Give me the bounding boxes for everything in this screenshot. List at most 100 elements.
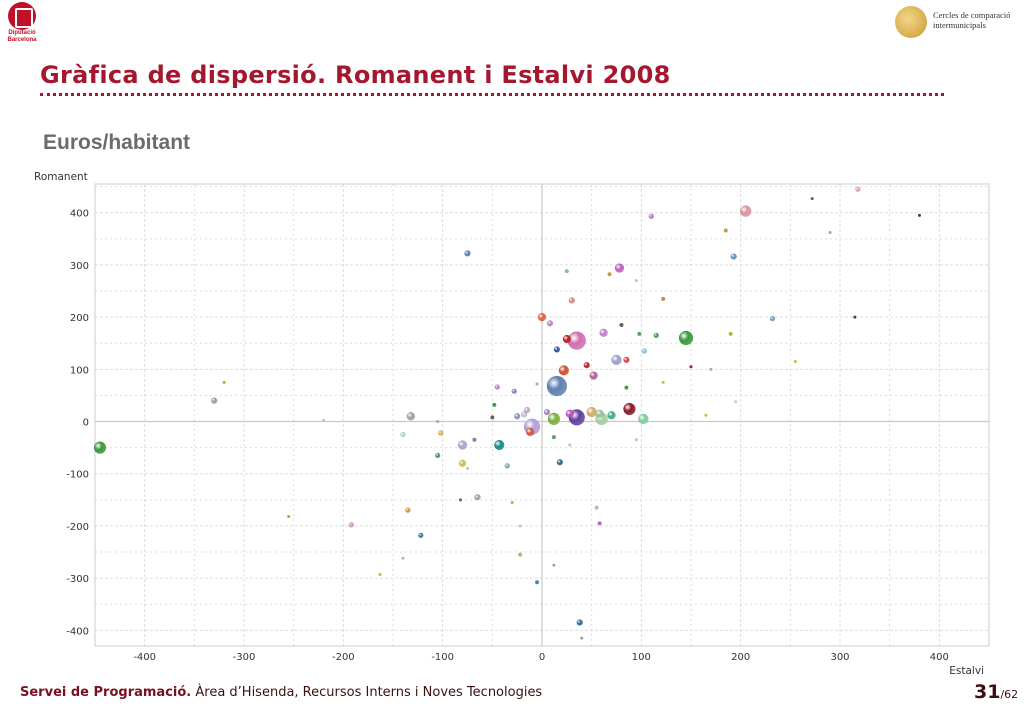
scatter-point: [730, 253, 737, 260]
x-axis-label: Estalvi: [949, 665, 984, 677]
scatter-point: [637, 331, 642, 336]
scatter-point: [494, 439, 505, 451]
scatter-point: [400, 431, 406, 438]
diputacio-barcelona-logo: Diputació Barcelona: [3, 2, 41, 50]
title-divider: [40, 93, 944, 96]
scatter-point: [434, 452, 441, 459]
scatter-point: [378, 572, 382, 576]
brand-line-1: Cercles de comparació: [933, 10, 1011, 20]
scatter-point: [855, 186, 861, 192]
scatter-point: [552, 563, 556, 567]
scatter-point: [576, 619, 583, 626]
scatter-point: [406, 412, 416, 421]
scatter-point: [623, 402, 636, 416]
scatter-point: [518, 552, 523, 557]
scatter-point: [619, 322, 624, 327]
scatter-point: [518, 524, 522, 528]
x-tick-label: 100: [632, 652, 651, 663]
scatter-point: [599, 328, 608, 338]
scatter-point: [321, 418, 325, 422]
y-tick-label: 400: [70, 209, 89, 220]
coat-of-arms-icon: [8, 2, 36, 30]
scatter-point: [348, 522, 355, 528]
scatter-point: [93, 441, 107, 454]
x-tick-label: 0: [539, 652, 545, 663]
scatter-point: [853, 315, 857, 319]
scatter-point: [472, 437, 477, 442]
scatter-point: [523, 406, 531, 414]
scatter-point: [589, 371, 598, 380]
y-tick-label: -300: [66, 574, 89, 585]
scatter-point: [558, 365, 570, 376]
y-axis-label: Romanent: [34, 171, 88, 183]
scatter-point: [562, 334, 572, 344]
scatter-point: [564, 269, 569, 274]
scatter-point: [556, 458, 564, 466]
scatter-point: [734, 400, 738, 404]
scatter-point: [546, 320, 554, 327]
scatter-point: [546, 375, 568, 397]
scatter-point: [535, 382, 539, 386]
scatter-point: [595, 409, 604, 418]
scatter-point: [568, 443, 572, 447]
scatter-point: [678, 330, 694, 346]
scatter-point: [728, 331, 733, 336]
scatter-point: [511, 388, 517, 394]
scatter-point: [543, 408, 551, 416]
scatter-point: [474, 493, 481, 501]
scatter-point: [494, 384, 501, 390]
scatter-point: [648, 213, 655, 220]
scatter-point: [210, 397, 218, 404]
scatter-point: [661, 380, 665, 384]
scatter-point: [565, 409, 575, 418]
x-tick-label: -200: [332, 652, 355, 663]
scatter-point: [614, 263, 625, 273]
scatter-point: [623, 356, 630, 364]
scatter-point: [436, 420, 440, 424]
scatter-point: [793, 359, 797, 363]
scatter-point: [418, 532, 424, 539]
scatter-chart: -400 -300 -200 -100 0 100 200 300 400 -400 -300 -20…: [34, 171, 990, 677]
scatter-point: [583, 361, 590, 369]
x-tick-label: 400: [930, 652, 949, 663]
scatter-point: [437, 430, 444, 436]
scatter-point: [709, 367, 713, 371]
y-tick-label: 0: [83, 418, 89, 429]
scatter-point: [769, 315, 776, 322]
scatter-point: [535, 580, 540, 585]
scatter-point: [607, 272, 612, 277]
x-tick-label: -300: [233, 652, 256, 663]
scatter-point: [611, 354, 622, 366]
page-total: /62: [1000, 688, 1019, 701]
scatter-point: [580, 636, 584, 640]
scatter-point: [547, 412, 561, 426]
y-tick-label: 200: [70, 313, 89, 324]
scatter-point: [537, 312, 547, 322]
brand-line-2: intermunicipals: [933, 20, 986, 30]
scatter-point: [597, 521, 602, 526]
x-tick-label: 200: [731, 652, 750, 663]
scatter-point: [490, 415, 495, 420]
y-tick-label: -200: [66, 522, 89, 533]
scatter-point: [458, 459, 467, 468]
scatter-point: [810, 197, 814, 201]
logo-line-1: Diputació: [8, 30, 36, 36]
scatter-point: [661, 296, 666, 301]
scatter-point: [520, 410, 528, 418]
scatter-point: [457, 440, 468, 450]
y-tick-label: -400: [66, 626, 89, 637]
scatter-point: [828, 231, 832, 235]
scatter-point: [634, 279, 638, 283]
scatter-point: [624, 385, 629, 390]
scatter-point: [405, 507, 411, 514]
scatter-point: [553, 346, 561, 353]
scatter-point: [466, 467, 469, 471]
scatter-point: [607, 411, 616, 420]
chart-subtitle: Euros/habitant: [43, 131, 191, 154]
logo-line-2: Barcelona: [7, 37, 37, 43]
x-tick-label: -100: [431, 652, 454, 663]
scatter-point: [464, 250, 471, 257]
scatter-point: [222, 380, 226, 384]
scatter-point: [459, 498, 463, 502]
scatter-point: [704, 413, 708, 417]
